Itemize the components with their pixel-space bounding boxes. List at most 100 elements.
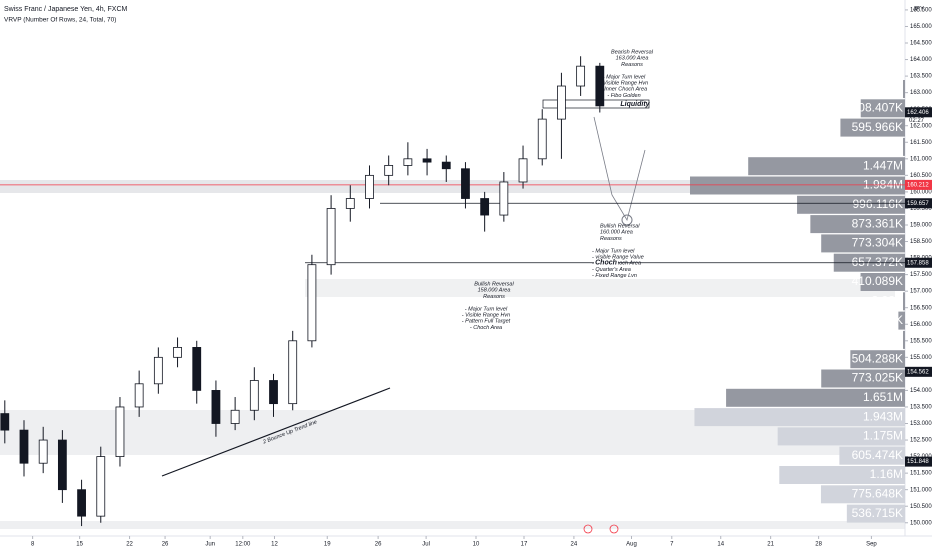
- price-tag: [905, 257, 932, 268]
- y-tick-label: 157.000: [910, 289, 932, 295]
- volume-label: 408.407K: [852, 100, 903, 114]
- candle-body: [192, 347, 202, 391]
- y-tick-label: 165.000: [910, 24, 932, 30]
- countdown: 02:27: [909, 118, 925, 124]
- volume-label: 410.089K: [852, 274, 903, 288]
- x-tick-label: 24: [571, 542, 578, 548]
- x-tick-label: Aug: [626, 542, 637, 548]
- candle-body: [134, 383, 144, 408]
- price-tag-label: 159.657: [907, 201, 929, 207]
- band: [0, 180, 905, 193]
- x-tick-label: 15: [76, 542, 83, 548]
- candle-body: [249, 380, 259, 411]
- volume-label: 9K: [888, 332, 903, 346]
- y-tick-label: 162.000: [910, 123, 932, 129]
- annotation: 160.000 Area: [600, 230, 633, 236]
- candle-body: [461, 168, 470, 199]
- candle-body: [480, 198, 490, 216]
- x-tick-label: 22: [126, 542, 133, 548]
- volume-bar: [860, 99, 905, 118]
- y-tick-label: 153.500: [910, 405, 932, 411]
- x-tick-label: 12:00: [235, 542, 251, 548]
- volume-bar: [797, 195, 905, 214]
- x-tick-label: 12: [271, 542, 278, 548]
- candle-body: [576, 65, 586, 87]
- volume-bar: [820, 485, 905, 504]
- candle-body: [345, 198, 355, 209]
- volume-bar: [850, 350, 905, 369]
- volume-label: 996.116K: [853, 197, 904, 211]
- candle-body: [173, 347, 182, 358]
- bands: [0, 180, 905, 529]
- candle-body: [288, 340, 298, 405]
- event-icon: [609, 524, 619, 534]
- candle-body: [77, 489, 86, 517]
- price-tag: [905, 456, 932, 467]
- zone: [305, 279, 895, 297]
- volume-label: 3.338K: [865, 81, 903, 95]
- candle-body: [38, 439, 48, 464]
- volume-label: 536.715K: [852, 506, 903, 520]
- volume-label: 1.16M: [870, 467, 903, 481]
- y-tick-label: 159.000: [910, 223, 932, 229]
- target-circle: [621, 214, 633, 226]
- volume-label: 1.175M: [863, 429, 903, 443]
- x-tick-label: 7: [670, 542, 674, 548]
- candle-body: [537, 118, 547, 160]
- volume-bar: [903, 330, 905, 349]
- candle-body: [269, 380, 278, 405]
- y-tick-label: 154.000: [910, 388, 932, 394]
- price-tag: [905, 366, 932, 377]
- volume-bar: [821, 369, 905, 388]
- event-icon: [583, 524, 593, 534]
- volume-label: 1.447M: [863, 158, 903, 172]
- volume-label: 775.648K: [852, 486, 903, 500]
- annotation: Reasons: [483, 294, 505, 300]
- annotation: - Inner Choch Area: [601, 87, 647, 93]
- y-tick-label: 156.000: [910, 322, 932, 328]
- volume-bar: [821, 234, 905, 253]
- candle-body: [115, 406, 125, 457]
- volume-label: 61K: [882, 313, 903, 327]
- y-tick-label: 151.500: [910, 471, 932, 477]
- annotation: Bullish Reversal: [474, 281, 514, 287]
- volume-label: 873.361K: [852, 216, 903, 230]
- candle-body: [211, 390, 221, 424]
- volume-bar: [898, 311, 905, 330]
- volume-label: 12.467K: [858, 139, 903, 153]
- volume-bar: [903, 137, 905, 156]
- candle-body: [230, 409, 240, 424]
- volume-bar: [694, 408, 905, 427]
- y-tick-label: 159.500: [910, 206, 932, 212]
- annotation: - Choch Area: [470, 325, 502, 331]
- x-tick-label: Sep: [866, 542, 877, 548]
- volume-bar: [777, 427, 905, 446]
- x-tick-label: 19: [324, 542, 331, 548]
- volume-label: 504.288K: [852, 351, 903, 365]
- annotation: - Visible Range Hvn: [462, 312, 511, 318]
- price-tag-label: 160.212: [907, 182, 929, 188]
- annotation: - Fixed Range Lvn: [592, 273, 637, 279]
- y-tick-label: 163.500: [910, 74, 932, 80]
- candle-body: [595, 65, 605, 107]
- annotation: - Major Turn level: [603, 74, 646, 80]
- x-tick-label: 26: [162, 542, 169, 548]
- price-tag: [905, 107, 932, 118]
- y-tick-label: 155.000: [910, 355, 932, 361]
- volume-label: 1.651M: [863, 390, 903, 404]
- x-tick-label: 28: [815, 542, 822, 548]
- y-tick-label: 155.500: [910, 338, 932, 344]
- y-tick-label: 164.000: [910, 57, 932, 63]
- annotation: 158.000 Area: [478, 288, 511, 294]
- volume-label: 595.966K: [852, 120, 903, 134]
- x-tick-label: 14: [717, 542, 724, 548]
- x-tick-label: 21: [767, 542, 774, 548]
- price-tag: [905, 179, 932, 190]
- candle-body: [57, 439, 67, 491]
- annotation: Bullish Reversal: [600, 223, 640, 229]
- price-tag: [905, 198, 932, 209]
- volume-label: 3.93K: [872, 293, 903, 307]
- x-tick-label: Jul: [422, 542, 430, 548]
- band: [0, 521, 905, 529]
